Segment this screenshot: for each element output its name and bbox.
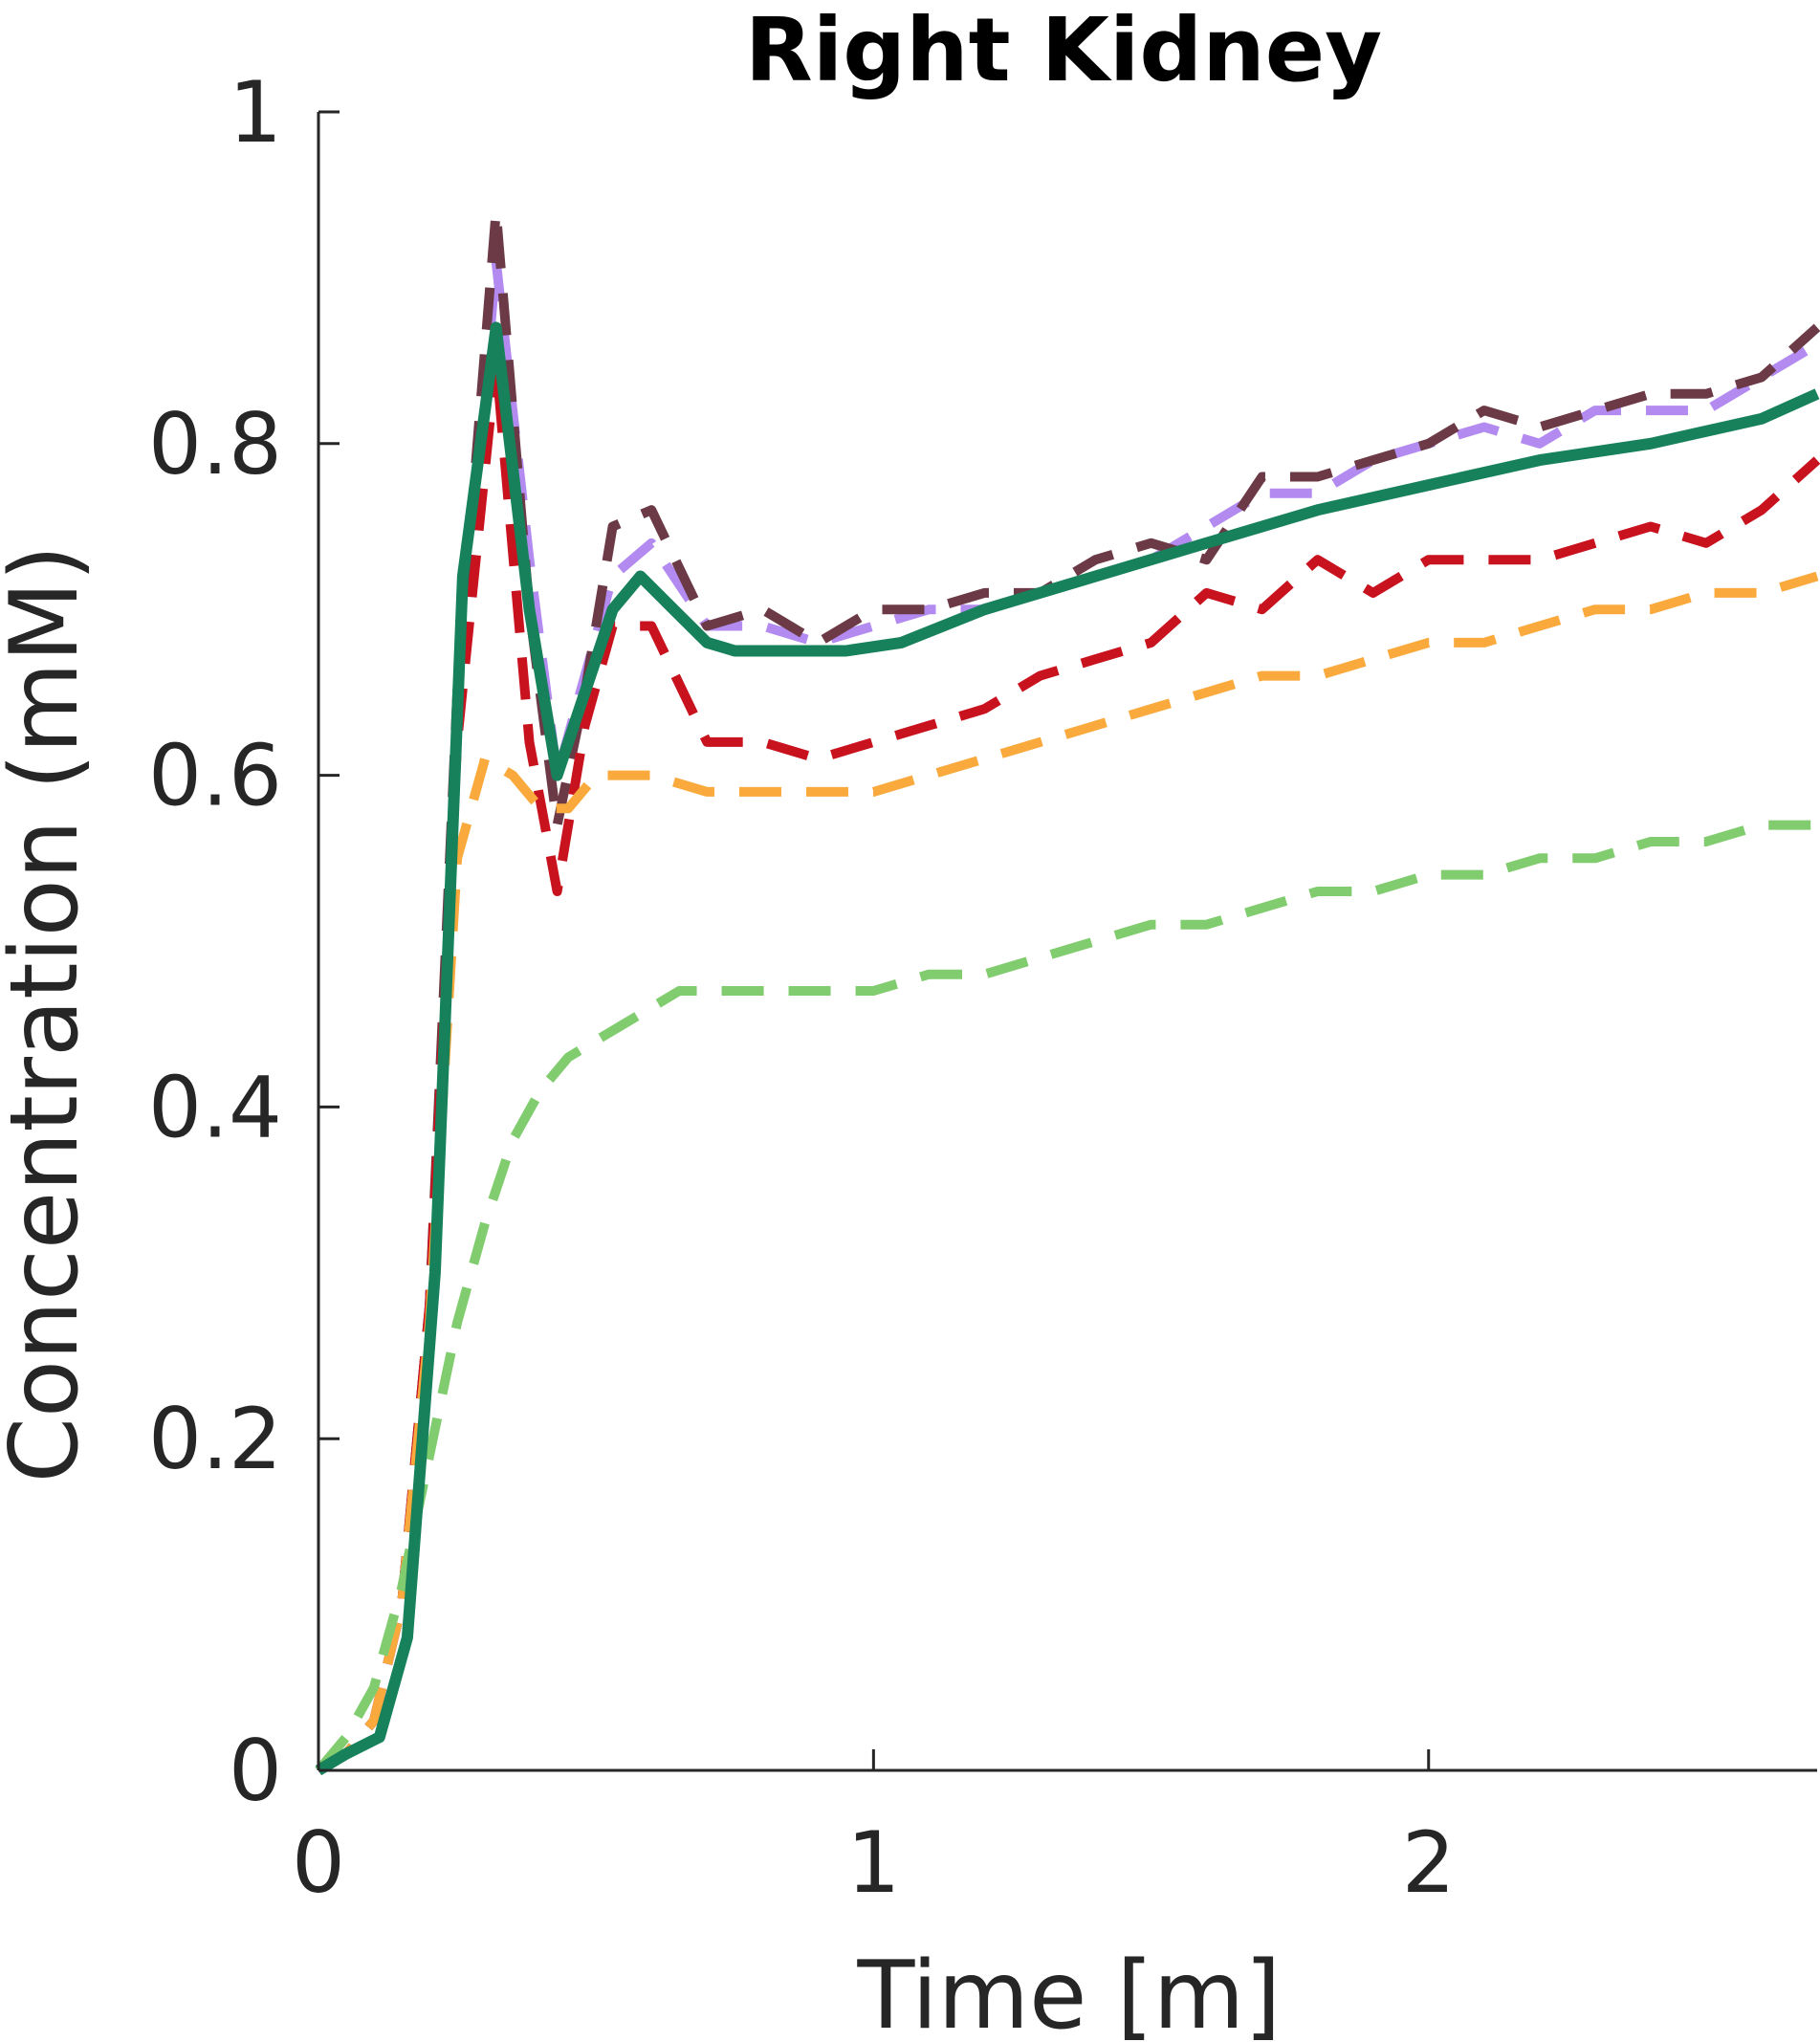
series-line-4 [316,571,1819,1775]
x-tick-label: 0 [292,1813,345,1912]
series-line-3 [316,356,1820,1775]
plot-lines [315,207,1820,1776]
y-tick-label: 0.2 [148,1390,282,1488]
chart-title: Right Kidney [745,0,1382,101]
x-tick-label: 2 [1402,1813,1456,1912]
series-line-5 [315,820,1817,1774]
series-line-1 [316,256,1820,1775]
series-line-6 [315,321,1820,1776]
y-tick-label: 1 [229,63,282,162]
y-tick-label: 0.6 [148,727,282,825]
y-tick-label: 0 [229,1722,282,1820]
y-tick-label: 0.4 [148,1058,282,1156]
series-line-2 [316,207,1820,1775]
y-axis-label: Concentration (mM) [0,545,99,1483]
axes: 0 0.2 0.4 0.6 0.8 1 0 1 2 [148,63,1817,1912]
y-tick-label: 0.8 [148,395,282,494]
x-axis-label: Time [m] [857,1942,1282,2042]
x-tick-label: 1 [846,1813,900,1912]
